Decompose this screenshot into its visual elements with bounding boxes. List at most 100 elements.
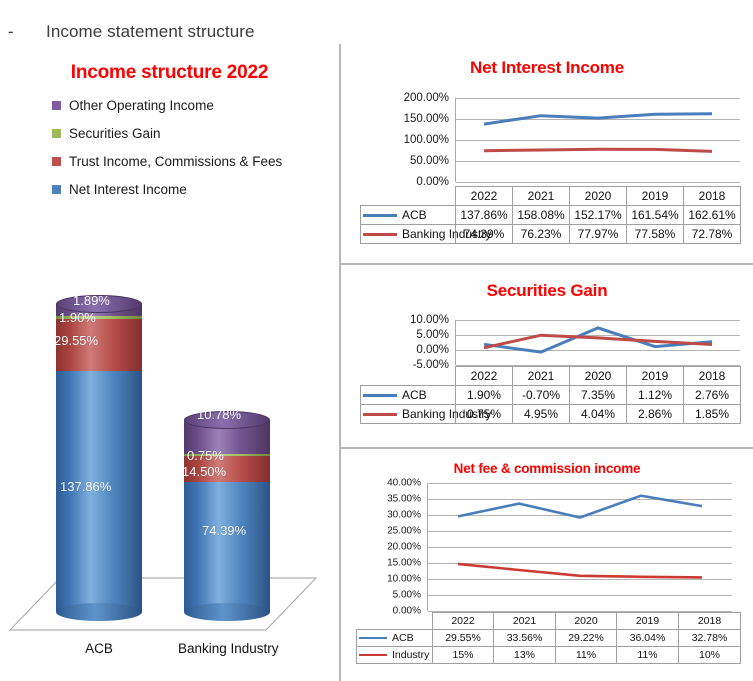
column-header: 2020 <box>569 366 627 386</box>
securities-gain-data-table: 2022 2021 2020 2019 2018 ACB 1.90% -0.70… <box>360 366 741 424</box>
table-cell: 152.17% <box>569 205 627 225</box>
table-cell: 32.78% <box>678 629 741 647</box>
series-line-acb <box>483 326 713 354</box>
legend-item-other-operating-income: Other Operating Income <box>52 98 339 113</box>
legend-item-net-interest-income: Net Interest Income <box>52 182 339 197</box>
y-tick: 200.00% <box>403 92 449 104</box>
y-tick: 40.00% <box>387 477 421 489</box>
table-cell: 1.85% <box>683 404 741 424</box>
table-cell: 4.95% <box>512 404 570 424</box>
series-line-industry <box>457 562 703 579</box>
series-line-icon <box>363 412 397 416</box>
series-line-banking-industry <box>483 333 713 350</box>
table-row: Industry 15% 13% 11% 11% 10% <box>356 646 741 664</box>
y-tick: 20.00% <box>387 541 421 553</box>
column-header: 2020 <box>569 186 627 206</box>
table-cell: 10% <box>678 646 741 664</box>
legend-label: Trust Income, Commissions & Fees <box>69 154 283 169</box>
table-row-header: 2022 2021 2020 2019 2018 <box>361 186 741 206</box>
net-fee-commission-data-table: 2022 2021 2020 2019 2018 ACB 29.55% 33.5… <box>356 612 741 664</box>
column-header: 2019 <box>616 612 679 630</box>
table-cell: 2.76% <box>683 385 741 405</box>
securities-gain-plot-area: 10.00% 5.00% 0.00% -5.00% <box>341 314 753 397</box>
column-header: 2018 <box>683 186 741 206</box>
table-cell: 77.58% <box>626 224 684 244</box>
category-label-acb: ACB <box>85 641 113 656</box>
legend-swatch-icon <box>52 185 61 194</box>
table-cell: 1.12% <box>626 385 684 405</box>
income-structure-3d-chart: 1.89% 1.90% 29.55% 137.86% <box>0 293 339 681</box>
table-cell: 76.23% <box>512 224 570 244</box>
legend-swatch-icon <box>52 157 61 166</box>
series-legend-acb: ACB <box>360 205 456 225</box>
legend-item-trust-income-commissions-fees: Trust Income, Commissions & Fees <box>52 154 339 169</box>
bar-segment-trust-income <box>56 318 142 371</box>
series-line-icon <box>363 213 397 217</box>
column-header: 2021 <box>512 366 570 386</box>
y-tick: 50.00% <box>409 155 449 167</box>
table-cell: 72.78% <box>683 224 741 244</box>
y-tick: 0.00% <box>416 176 449 188</box>
legend-item-securities-gain: Securities Gain <box>52 126 339 141</box>
column-header: 2022 <box>455 366 513 386</box>
table-row-header: 2022 2021 2020 2019 2018 <box>361 366 741 386</box>
series-line-acb <box>483 112 713 126</box>
column-header: 2022 <box>455 186 513 206</box>
bar-label-trust-income: 29.55% <box>54 333 99 348</box>
series-legend-industry: Industry <box>356 646 433 664</box>
net-interest-income-panel: Net Interest Income 200.00% 150.00% 100.… <box>341 44 753 265</box>
table-cell: 77.97% <box>569 224 627 244</box>
table-cell: 162.61% <box>683 205 741 225</box>
series-line-icon <box>359 637 387 639</box>
series-legend-acb: ACB <box>356 629 433 647</box>
column-header: 2021 <box>493 612 556 630</box>
income-structure-legend: Other Operating Income Securities Gain T… <box>52 98 339 197</box>
column-header: 2020 <box>555 612 617 630</box>
series-line-banking-industry <box>483 147 713 153</box>
table-cell: 13% <box>493 646 556 664</box>
table-cell: 2.86% <box>626 404 684 424</box>
table-cell: 74.39% <box>455 224 513 244</box>
bar-segment-net-interest-income <box>184 481 270 621</box>
table-cell: 161.54% <box>626 205 684 225</box>
table-cell: 158.08% <box>512 205 570 225</box>
series-lines <box>483 112 713 153</box>
column-header: 2019 <box>626 186 684 206</box>
y-tick: 10.00% <box>409 314 449 326</box>
series-label: ACB <box>392 632 414 644</box>
table-cell: 11% <box>616 646 679 664</box>
table-row-header: 2022 2021 2020 2019 2018 <box>357 612 741 630</box>
bar-segment-other-operating-income <box>184 411 270 454</box>
bar-label-net-interest-income: 74.39% <box>202 523 247 538</box>
y-tick: 150.00% <box>403 113 449 125</box>
legend-swatch-icon <box>52 101 61 110</box>
table-cell: 29.55% <box>432 629 494 647</box>
table-cell: 7.35% <box>569 385 627 405</box>
y-tick: 5.00% <box>416 329 449 341</box>
table-cell: 15% <box>432 646 494 664</box>
income-structure-title: Income structure 2022 <box>70 62 269 83</box>
bar-label-trust-income: 14.50% <box>182 464 227 479</box>
y-tick: 0.00% <box>416 344 449 356</box>
series-line-icon <box>363 393 397 397</box>
bar-segment-trust-income <box>184 455 270 482</box>
table-cell: -0.70% <box>512 385 570 405</box>
legend-label: Securities Gain <box>69 126 161 141</box>
table-cell: 4.04% <box>569 404 627 424</box>
slide-heading: - Income statement structure <box>8 22 255 42</box>
bar-segment-other-operating-income <box>56 295 142 316</box>
y-tick: 30.00% <box>387 509 421 521</box>
bar-acb: 1.89% 1.90% 29.55% 137.86% <box>54 293 142 621</box>
series-lines <box>483 326 713 354</box>
y-tick: 15.00% <box>387 557 421 569</box>
y-tick: 0.00% <box>392 605 421 617</box>
right-charts-column: Net Interest Income 200.00% 150.00% 100.… <box>341 44 753 681</box>
plot-canvas <box>427 483 732 612</box>
y-axis-ticks: 200.00% 150.00% 100.00% 50.00% 0.00% <box>377 92 449 188</box>
plot-canvas <box>455 98 740 183</box>
net-interest-income-title: Net Interest Income <box>470 58 624 77</box>
table-cell: 137.86% <box>455 205 513 225</box>
series-line-acb <box>457 494 703 519</box>
income-structure-panel: Income structure 2022 Other Operating In… <box>0 44 341 681</box>
series-line-icon <box>363 232 397 236</box>
